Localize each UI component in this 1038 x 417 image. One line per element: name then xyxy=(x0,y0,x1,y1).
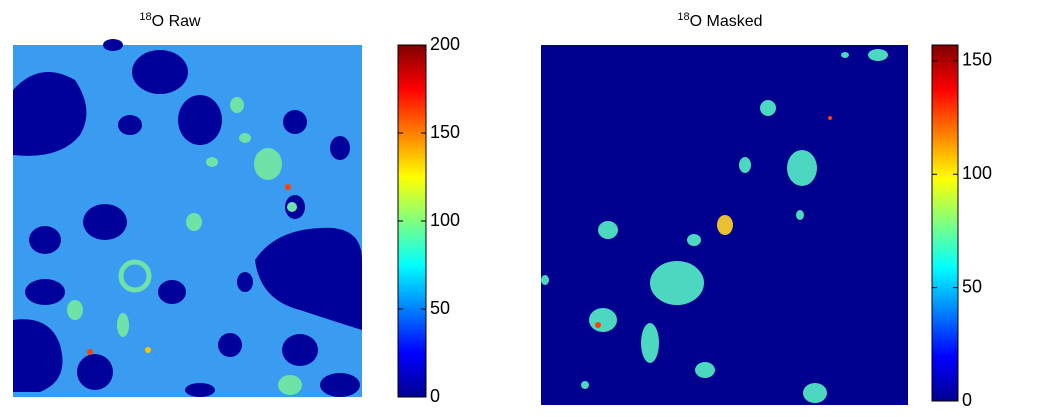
title-text: O Masked xyxy=(690,13,763,30)
tick-label: 150 xyxy=(430,122,460,142)
dark-regions xyxy=(13,39,362,397)
chart-title: 18O Raw xyxy=(139,11,201,30)
title-superscript: 18 xyxy=(677,11,689,23)
masked-image xyxy=(541,45,908,405)
colorbar xyxy=(931,44,959,402)
bright-regions xyxy=(67,97,302,395)
tick-label: 50 xyxy=(430,298,450,318)
chart-title: 18O Masked xyxy=(677,11,762,30)
tick-label: 0 xyxy=(962,390,972,410)
tick-label: 200 xyxy=(430,34,460,54)
title-text: O Raw xyxy=(152,13,201,30)
tick-label: 0 xyxy=(430,386,440,406)
tick-label: 150 xyxy=(962,50,992,70)
tick-label: 50 xyxy=(962,276,982,296)
bright-regions xyxy=(541,49,888,403)
title-superscript: 18 xyxy=(139,11,151,23)
tick-label: 100 xyxy=(962,163,992,183)
tick-label: 100 xyxy=(430,210,460,230)
raw-image xyxy=(13,39,362,397)
